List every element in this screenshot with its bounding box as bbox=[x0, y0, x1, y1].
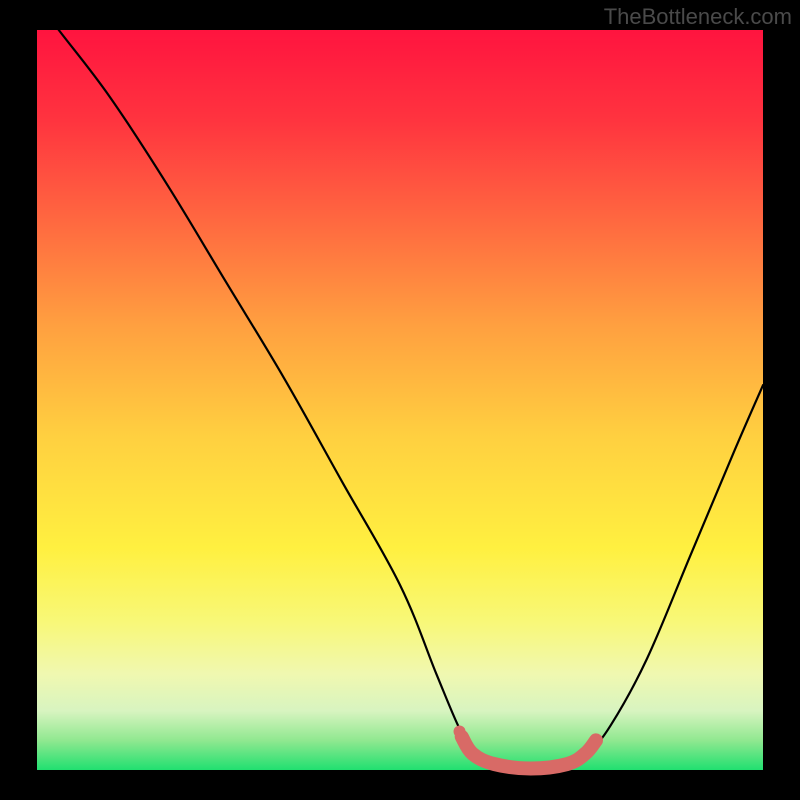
plot-background bbox=[37, 30, 763, 770]
bottleneck-chart bbox=[0, 0, 800, 800]
chart-container: TheBottleneck.com bbox=[0, 0, 800, 800]
watermark-text: TheBottleneck.com bbox=[604, 4, 792, 30]
